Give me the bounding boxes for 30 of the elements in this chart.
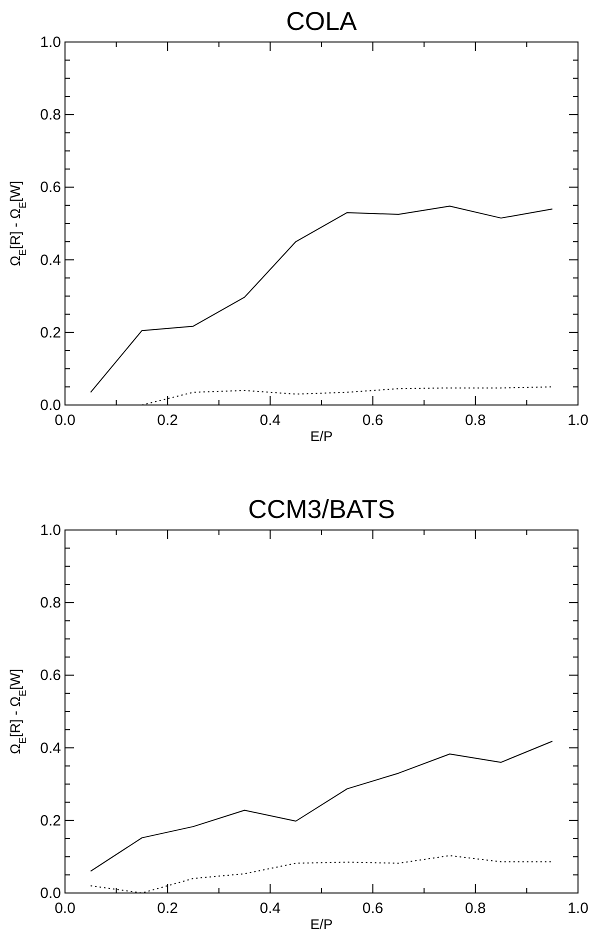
x-axis-title: E/P [310, 428, 333, 444]
x-tick-label: 0.0 [54, 900, 76, 917]
x-tick-label: 0.8 [464, 900, 486, 917]
x-axis-title: E/P [310, 916, 333, 932]
y-tick-label: 0.6 [40, 667, 61, 684]
y-tick-label: 0.4 [40, 252, 61, 269]
chart-title: COLA [286, 6, 358, 36]
x-tick-label: 1.0 [568, 412, 588, 429]
chart-title: CCM3/BATS [248, 494, 395, 524]
y-tick-label: 0.0 [40, 397, 61, 414]
line-series [90, 206, 553, 393]
y-tick-label: 1.0 [40, 34, 61, 51]
x-tick-label: 0.2 [157, 900, 178, 917]
y-tick-label: 0.8 [40, 594, 61, 612]
y-tick-label: 0.4 [40, 740, 61, 757]
y-tick-label: 0.2 [40, 812, 61, 830]
x-tick-label: 0.4 [260, 412, 281, 429]
x-tick-label: 0.8 [464, 412, 486, 429]
x-tick-label: 0.4 [260, 900, 281, 917]
y-tick-label: 0.8 [40, 106, 61, 124]
x-tick-label: 0.2 [157, 412, 178, 429]
x-tick-label: 1.0 [568, 900, 588, 917]
x-tick-label: 0.6 [362, 412, 384, 429]
y-tick-label: 0.0 [40, 885, 61, 902]
y-tick-label: 1.0 [40, 522, 61, 539]
x-tick-label: 0.6 [362, 900, 384, 917]
x-tick-label: 0.0 [54, 412, 76, 429]
line-series [90, 740, 553, 872]
y-tick-label: 0.6 [40, 179, 61, 196]
y-tick-label: 0.2 [40, 324, 61, 342]
